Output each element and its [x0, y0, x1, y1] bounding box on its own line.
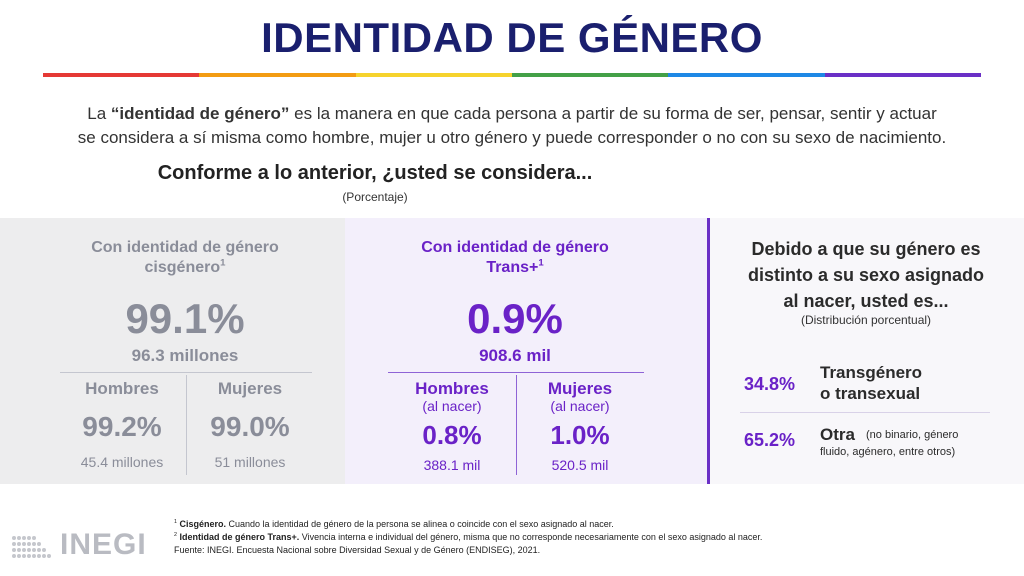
- cisgender-women-label: Mujeres: [217, 379, 283, 398]
- distribution-unit: (Distribución porcentual): [800, 313, 932, 327]
- cisgender-heading-line2: cisgénero: [144, 259, 221, 276]
- transgender-percent: 34.8%: [744, 374, 796, 394]
- footnote-2-term: Identidad de género Trans+.: [179, 532, 300, 542]
- rainbow-segment: [511, 73, 669, 77]
- trans-men-label: Hombres: [415, 379, 489, 398]
- distribution-heading-line3: al nacer, usted es...: [783, 291, 949, 311]
- trans-men-note: (al nacer): [422, 398, 482, 414]
- cisgender-heading-line1: Con identidad de género: [91, 239, 279, 256]
- footnote-ref: 1: [220, 257, 226, 269]
- trans-women-percent: 1.0%: [550, 420, 610, 450]
- distribution-panel-bg: [709, 218, 1024, 484]
- cisgender-women-percent: 99.0%: [210, 411, 290, 442]
- footnote-2-number: 2: [174, 532, 177, 538]
- trans-men-people: 388.1 mil: [423, 457, 481, 473]
- question-unit: (Porcentaje): [342, 190, 408, 204]
- cisgender-rule: [60, 372, 312, 373]
- distribution-heading: Debido a que su género es distinto a su …: [716, 236, 1016, 314]
- definition-lead: La: [87, 104, 111, 123]
- trans-col-divider: [516, 375, 517, 475]
- footnote-2-text: Vivencia interna e individual del género…: [299, 532, 763, 542]
- distribution-heading-line2: distinto a su sexo asignado: [747, 265, 985, 285]
- panel-divider: [707, 218, 710, 484]
- other-note-2: fluido, agénero, entre otros): [820, 444, 1000, 460]
- cisgender-col-divider: [186, 375, 187, 475]
- other-note-line1: (no binario, género: [866, 429, 959, 441]
- page-title: IDENTIDAD DE GÉNERO: [261, 14, 763, 61]
- trans-heading: Con identidad de género Trans+1: [370, 238, 660, 278]
- rainbow-segment: [668, 73, 825, 77]
- definition-line1: es la manera en que cada persona a parti…: [289, 104, 937, 123]
- footnote-2: 2 Identidad de género Trans+. Vivencia i…: [174, 531, 762, 543]
- transgender-label-line2: o transexual: [820, 384, 921, 403]
- trans-women-label: Mujeres: [547, 379, 613, 398]
- inegi-logo-text: INEGI: [60, 528, 147, 561]
- cisgender-women-people: 51 millones: [214, 454, 286, 470]
- trans-panel-bg: [345, 218, 709, 484]
- trans-women-people: 520.5 mil: [551, 457, 609, 473]
- footnote-1: 1 Cisgénero. Cuando la identidad de géne…: [174, 518, 614, 530]
- trans-women-note: (al nacer): [550, 398, 610, 414]
- rainbow-segment: [824, 73, 981, 77]
- other-percent: 65.2%: [744, 430, 796, 450]
- other-label: Otra: [820, 425, 855, 444]
- distribution-rule: [740, 412, 990, 413]
- rainbow-divider: [43, 73, 981, 77]
- other-note: (no binario, género: [866, 427, 996, 443]
- source-note: Fuente: INEGI. Encuesta Nacional sobre D…: [174, 545, 541, 555]
- footnote-1-number: 1: [174, 519, 177, 525]
- transgender-label-line1: Transgénero: [820, 363, 923, 382]
- trans-percent: 0.9%: [467, 295, 563, 342]
- footnote-1-text: Cuando la identidad de género de la pers…: [226, 519, 614, 529]
- cisgender-heading: Con identidad de género cisgénero1: [40, 238, 330, 278]
- transgender-label: Transgénero o transexual: [820, 362, 922, 404]
- definition-paragraph: La “identidad de género” es la manera en…: [20, 102, 1004, 150]
- inegi-logo: INEGI: [10, 525, 170, 565]
- cisgender-men-label: Hombres: [85, 379, 159, 398]
- definition-term: “identidad de género”: [110, 104, 290, 123]
- cisgender-people: 96.3 millones: [131, 346, 239, 365]
- distribution-heading-line1: Debido a que su género es: [751, 239, 981, 259]
- survey-question: Conforme a lo anterior, ¿usted se consid…: [157, 162, 593, 184]
- inegi-logo-icon: [12, 536, 51, 558]
- rainbow-segment: [43, 73, 200, 77]
- definition-line2: se considera a sí misma como hombre, muj…: [77, 128, 947, 147]
- trans-heading-line1: Con identidad de género: [421, 239, 609, 256]
- trans-men-percent: 0.8%: [422, 420, 482, 450]
- cisgender-panel-bg: [0, 218, 345, 484]
- cisgender-men-percent: 99.2%: [82, 411, 162, 442]
- cisgender-percent: 99.1%: [125, 295, 245, 342]
- rainbow-segment: [355, 73, 512, 77]
- footnote-ref: 1: [538, 257, 544, 269]
- trans-people: 908.6 mil: [479, 346, 551, 365]
- trans-heading-line2: Trans+: [486, 259, 539, 276]
- rainbow-segment: [199, 73, 356, 77]
- other-note-line2: fluido, agénero, entre otros): [820, 446, 956, 458]
- trans-rule: [388, 372, 644, 373]
- cisgender-men-people: 45.4 millones: [80, 454, 164, 470]
- footnote-1-term: Cisgénero.: [179, 519, 227, 529]
